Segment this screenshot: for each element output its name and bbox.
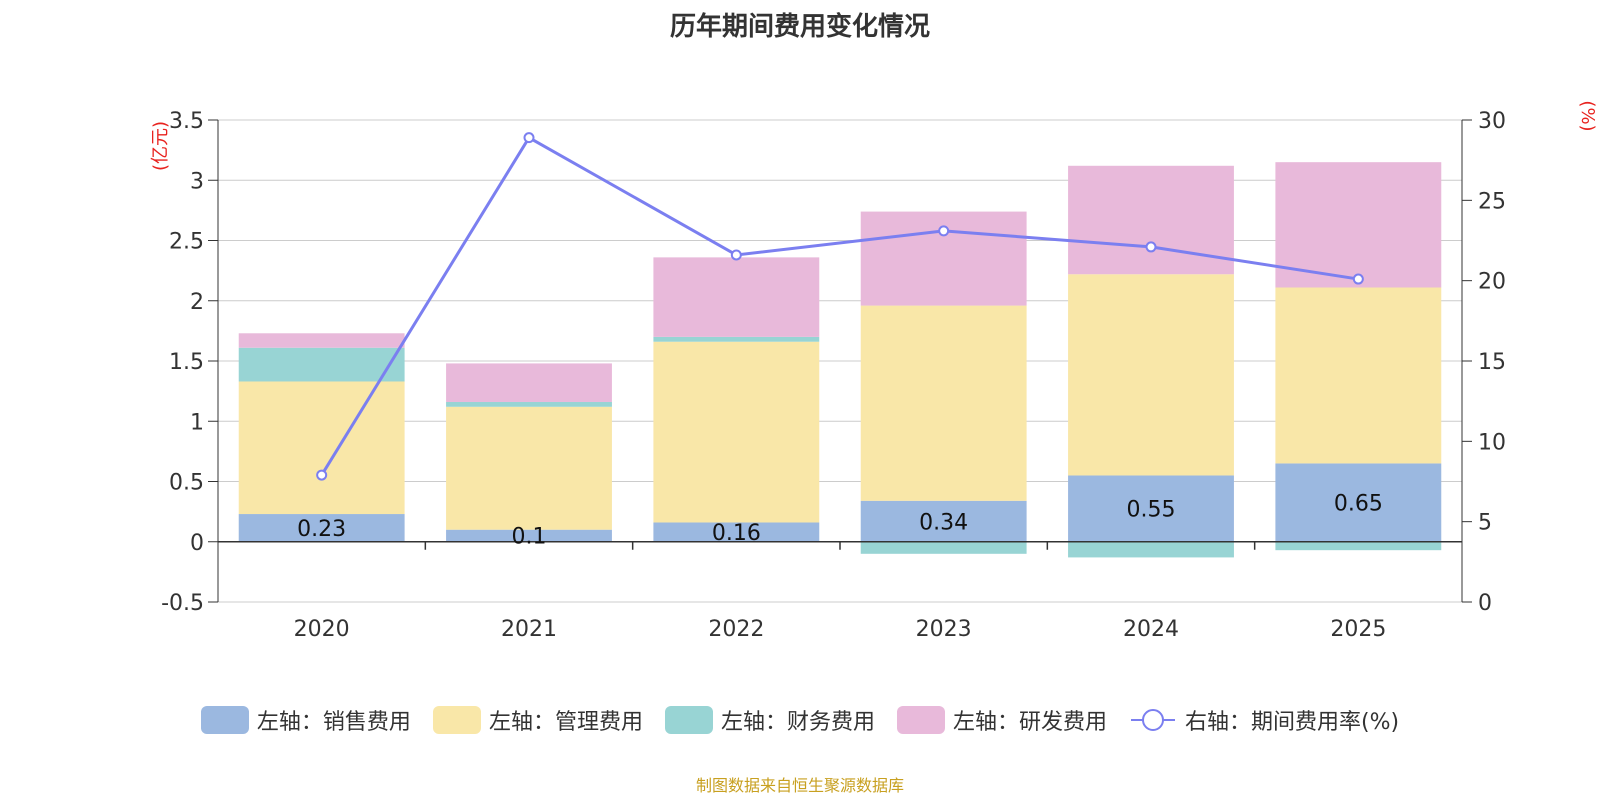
legend-label-finance: 左轴：财务费用 bbox=[720, 710, 875, 735]
legend-label-admin: 左轴：管理费用 bbox=[488, 710, 643, 735]
left-tick-label: 1 bbox=[190, 410, 204, 435]
legend-label-rate: 右轴：期间费用率(%) bbox=[1184, 710, 1400, 735]
rate-point bbox=[316, 469, 328, 481]
x-tick-label: 2020 bbox=[294, 617, 350, 642]
legend: 左轴：销售费用 左轴：管理费用 左轴：财务费用 左轴：研发费用 右轴：期间费用率… bbox=[0, 704, 1600, 736]
right-tick-label: 30 bbox=[1478, 109, 1506, 134]
x-tick-label: 2025 bbox=[1330, 617, 1386, 642]
rate-line-path bbox=[320, 135, 1359, 476]
legend-swatch-admin bbox=[432, 706, 481, 734]
bar-segment bbox=[1275, 287, 1442, 464]
rate-point bbox=[1352, 273, 1364, 285]
bars bbox=[238, 162, 1442, 558]
left-axis-unit: (亿元) bbox=[150, 121, 171, 171]
right-tick-label: 0 bbox=[1478, 591, 1492, 616]
bar-data-label: 0.16 bbox=[712, 521, 761, 546]
left-tick-label: 2.5 bbox=[169, 230, 204, 255]
bar-segment bbox=[1275, 463, 1442, 542]
bar-segment bbox=[653, 257, 820, 337]
bar-segment bbox=[446, 406, 612, 530]
rate-line bbox=[316, 132, 1364, 481]
bar-segment bbox=[860, 500, 1027, 542]
x-tick-label: 2022 bbox=[708, 617, 764, 642]
data-source: 制图数据来自恒生聚源数据库 bbox=[695, 776, 904, 795]
bar-segment bbox=[1068, 541, 1234, 558]
legend-label-sales: 左轴：销售费用 bbox=[256, 710, 411, 735]
bar-segment bbox=[860, 305, 1027, 501]
bar-segment bbox=[860, 541, 1027, 554]
bar-segment bbox=[238, 381, 405, 515]
bar-segment bbox=[446, 529, 612, 542]
x-tick-label: 2024 bbox=[1123, 617, 1179, 642]
bar-segment bbox=[238, 514, 405, 542]
left-tick-label: 0 bbox=[190, 531, 204, 556]
bar-data-label: 0.1 bbox=[512, 525, 547, 550]
legend-swatch-rd bbox=[896, 706, 945, 734]
left-tick-label: 0.5 bbox=[169, 471, 204, 496]
right-tick-label: 10 bbox=[1478, 430, 1506, 455]
right-tick-label: 5 bbox=[1478, 511, 1492, 536]
right-tick-label: 15 bbox=[1478, 350, 1506, 375]
legend-swatch-sales bbox=[200, 706, 249, 734]
legend-item-rd[interactable]: 左轴：研发费用 bbox=[896, 704, 1107, 736]
legend-item-admin[interactable]: 左轴：管理费用 bbox=[432, 704, 643, 736]
bar-segment bbox=[238, 333, 405, 348]
bar-segment bbox=[653, 336, 820, 342]
bar-segment bbox=[446, 363, 612, 402]
legend-line-icon bbox=[1130, 709, 1175, 731]
bar-segment bbox=[1275, 162, 1442, 288]
bar-segment bbox=[238, 347, 405, 382]
rate-point bbox=[938, 225, 950, 237]
rate-point bbox=[523, 132, 535, 144]
bar-data-label: 0.34 bbox=[919, 510, 968, 535]
chart-title: 历年期间费用变化情况 bbox=[669, 12, 930, 42]
left-tick-label: 2 bbox=[190, 290, 204, 315]
bar-segment bbox=[1068, 165, 1234, 275]
bar-segment bbox=[653, 341, 820, 523]
right-tick-label: 25 bbox=[1478, 189, 1506, 214]
right-tick-label: 20 bbox=[1478, 270, 1506, 295]
legend-swatch-finance bbox=[664, 706, 713, 734]
left-tick-label: 3.5 bbox=[169, 109, 204, 134]
bar-data-label: 0.65 bbox=[1334, 492, 1383, 517]
left-tick-label: 3 bbox=[190, 169, 204, 194]
grid-lines bbox=[218, 119, 1462, 603]
bar-segment bbox=[1068, 475, 1234, 542]
bar-segment bbox=[1275, 541, 1442, 551]
bar-data-label: 0.55 bbox=[1127, 498, 1176, 523]
legend-item-sales[interactable]: 左轴：销售费用 bbox=[200, 704, 411, 736]
x-tick-label: 2021 bbox=[501, 617, 557, 642]
bar-segment bbox=[1068, 274, 1234, 476]
left-tick-label: 1.5 bbox=[169, 350, 204, 375]
legend-label-rd: 左轴：研发费用 bbox=[952, 710, 1107, 735]
bar-segment bbox=[653, 522, 820, 542]
left-tick-label: -0.5 bbox=[161, 591, 204, 616]
bar-segment bbox=[446, 401, 612, 407]
rate-point bbox=[1145, 241, 1157, 253]
rate-point bbox=[730, 249, 742, 261]
x-tick-label: 2023 bbox=[916, 617, 972, 642]
bar-data-label: 0.23 bbox=[297, 517, 346, 542]
legend-item-finance[interactable]: 左轴：财务费用 bbox=[664, 704, 875, 736]
legend-item-rate[interactable]: 右轴：期间费用率(%) bbox=[1129, 704, 1399, 736]
right-axis-unit: (%) bbox=[1577, 100, 1598, 131]
bar-labels: 0.23 0.1 0.16 0.34 0.55 0.65 bbox=[297, 492, 1383, 550]
